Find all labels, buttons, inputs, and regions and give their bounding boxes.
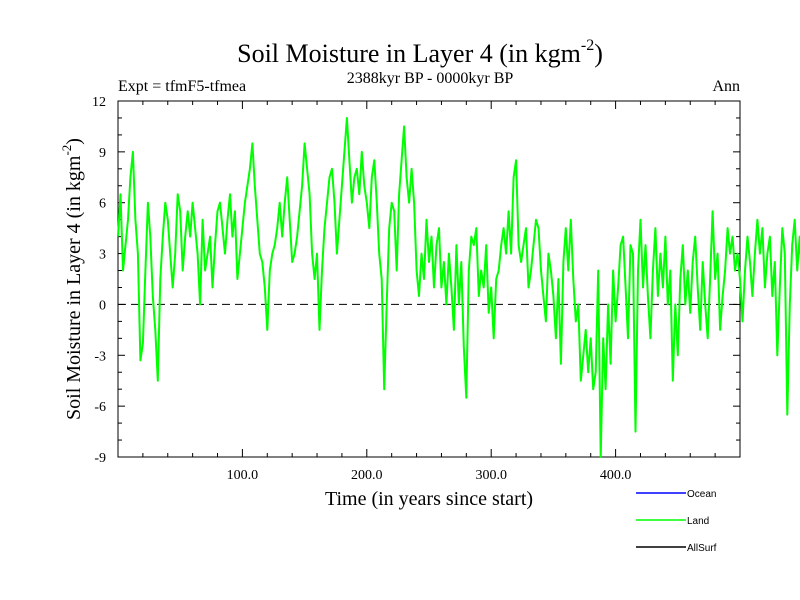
x-tick-label: 100.0 [227,468,259,483]
legend-label-land: Land [687,516,709,527]
chart-title: Soil Moisture in Layer 4 (in kgm-2) [237,37,603,68]
y-tick-label: 3 [99,248,106,263]
x-tick-label: 200.0 [351,468,383,483]
legend-label-ocean: Ocean [687,489,716,500]
experiment-label: Expt = tfmF5-tfmea [118,78,246,95]
y-tick-label: 9 [99,146,106,161]
y-tick-label: 6 [99,197,106,212]
y-tick-label: -3 [94,349,106,364]
y-tick-label: -6 [94,400,106,415]
time-range-label: 2388kyr BP - 0000kyr BP [347,70,514,87]
legend: Ocean Land AllSurf [636,489,717,554]
y-axis-title: Soil Moisture in Layer 4 (in kgm-2) [59,138,85,420]
y-tick-label: 0 [99,298,106,313]
series-line-land [117,117,800,458]
x-tick-label: 300.0 [475,468,507,483]
season-label: Ann [712,78,740,95]
y-tick-label: -9 [94,451,106,466]
legend-label-allsurf: AllSurf [687,543,717,554]
y-tick-label: 12 [92,95,106,110]
x-axis: 100.0 200.0 300.0 400.0 [142,101,716,483]
x-tick-label: 400.0 [600,468,632,483]
x-axis-title: Time (in years since start) [325,488,533,510]
